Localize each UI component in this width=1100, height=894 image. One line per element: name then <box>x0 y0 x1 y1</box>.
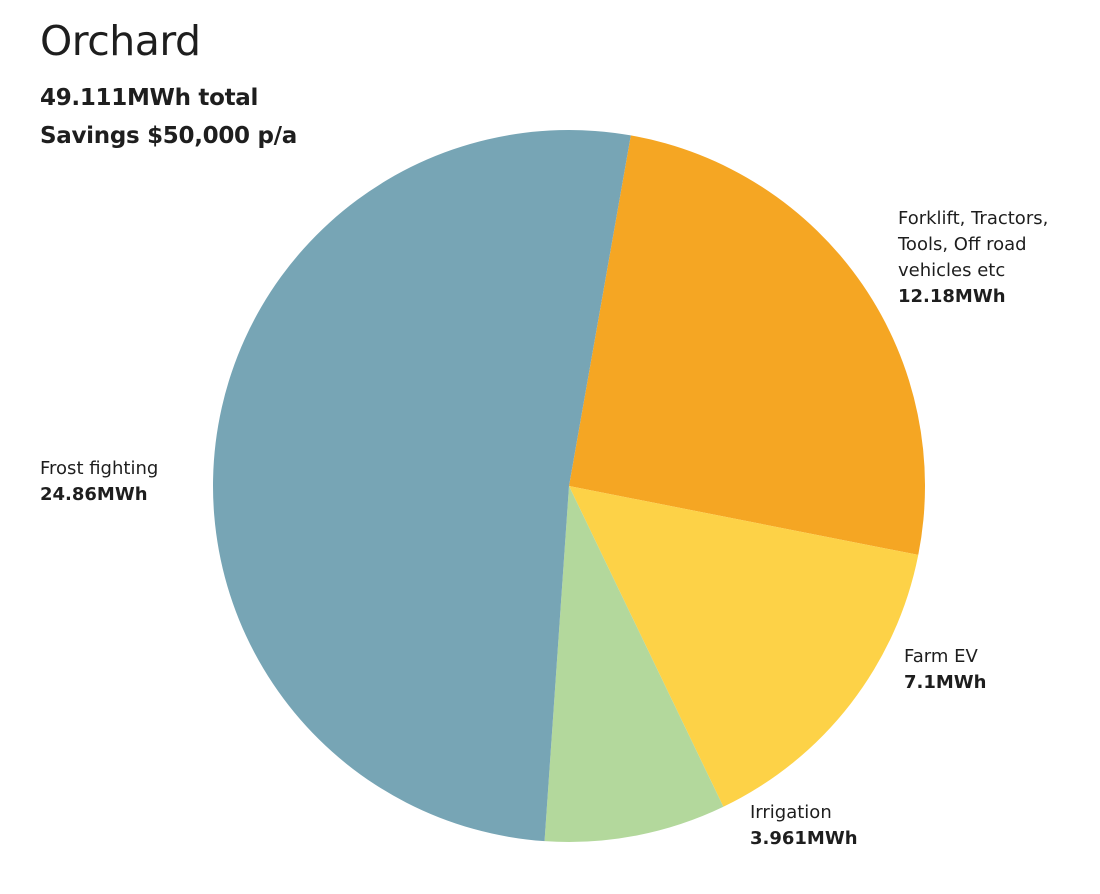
slice-name: Frost fighting <box>40 458 159 479</box>
pie-slice-1 <box>569 486 919 807</box>
slice-value: 7.1MWh <box>904 672 987 693</box>
slice-label-irrigation: Irrigation 3.961MWh <box>750 800 858 852</box>
slice-value: 24.86MWh <box>40 484 148 505</box>
slice-name: Irrigation <box>750 802 832 823</box>
pie-slice-3 <box>213 130 631 842</box>
page-title: Orchard <box>40 17 201 65</box>
slice-label-forklift: Forklift, Tractors, Tools, Off road vehi… <box>898 206 1048 310</box>
savings-text: Savings $50,000 p/a <box>40 123 297 149</box>
pie-slice-2 <box>544 486 724 843</box>
slice-label-frost-fighting: Frost fighting 24.86MWh <box>40 456 158 508</box>
slice-value: 3.961MWh <box>750 828 858 849</box>
slice-value: 12.18MWh <box>898 286 1006 307</box>
pie-slice-0 <box>569 135 925 555</box>
slice-label-farm-ev: Farm EV 7.1MWh <box>904 644 986 696</box>
slice-name: Forklift, Tractors, Tools, Off road vehi… <box>898 208 1049 281</box>
slice-name: Farm EV <box>904 646 978 667</box>
total-energy-text: 49.111MWh total <box>40 85 259 111</box>
